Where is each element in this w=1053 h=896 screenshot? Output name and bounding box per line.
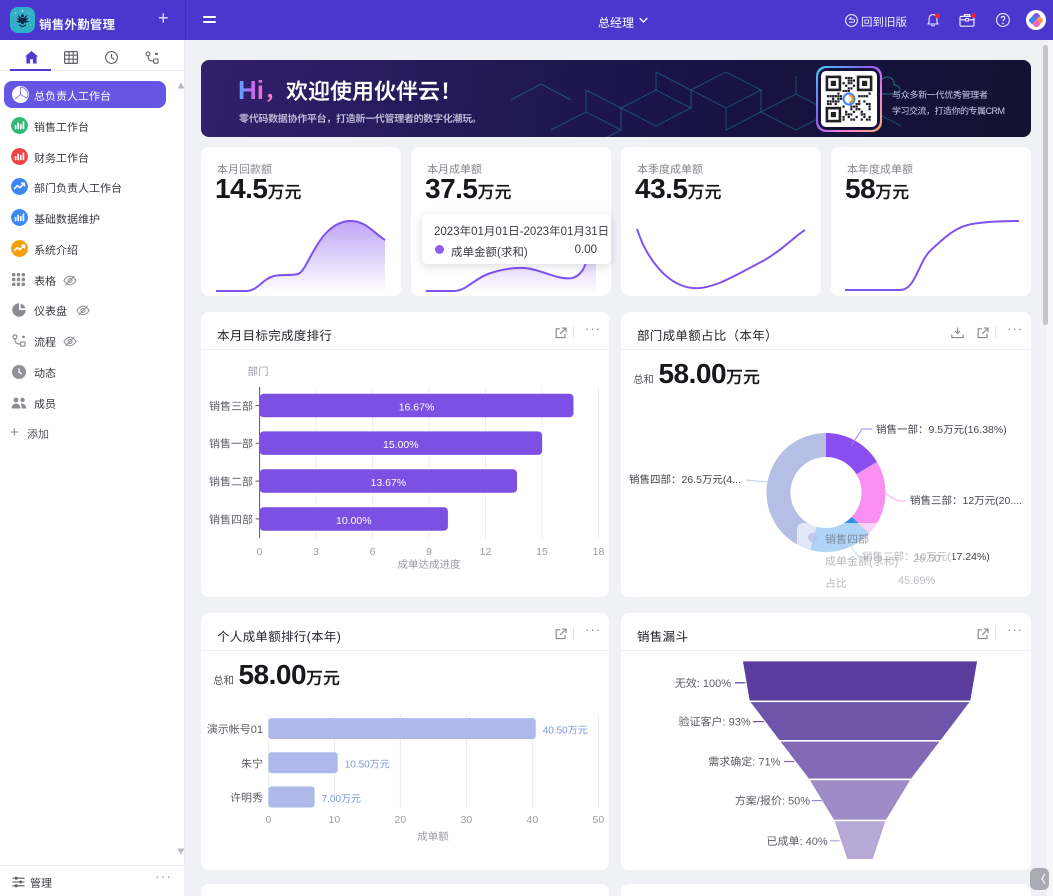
svg-text:销售三部: 销售三部 (209, 400, 253, 413)
svg-text:许明秀: 许明秀 (230, 792, 263, 805)
svg-text:10.00%: 10.00% (336, 515, 372, 527)
svg-text:部门: 部门 (248, 366, 269, 378)
svg-text:15: 15 (536, 546, 548, 558)
svg-text:15.00%: 15.00% (383, 439, 419, 451)
svg-text:50: 50 (593, 814, 605, 826)
svg-text:销售三部：12万元(20....: 销售三部：12万元(20.... (910, 495, 1022, 507)
svg-text:演示帐号01: 演示帐号01 (207, 723, 263, 736)
svg-text:成单达成进度: 成单达成进度 (398, 559, 461, 571)
svg-text:成单额: 成单额 (417, 831, 449, 843)
svg-text:无效: 100%: 无效: 100% (675, 677, 731, 690)
svg-text:销售一部：9.5万元(16.38%): 销售一部：9.5万元(16.38%) (876, 424, 1007, 436)
svg-text:已成单: 40%: 已成单: 40% (767, 835, 828, 848)
svg-text:销售四部：26.5万元(4...: 销售四部：26.5万元(4... (629, 474, 741, 486)
svg-text:需求确定: 71%: 需求确定: 71% (708, 756, 780, 769)
svg-text:方案/报价: 50%: 方案/报价: 50% (735, 795, 810, 808)
svg-text:10.50万元: 10.50万元 (345, 760, 390, 771)
svg-text:30: 30 (461, 814, 473, 826)
svg-text:3: 3 (313, 546, 319, 558)
svg-text:9: 9 (426, 546, 432, 558)
svg-text:40.50万元: 40.50万元 (543, 726, 588, 737)
svg-text:18: 18 (593, 546, 605, 558)
svg-text:朱宁: 朱宁 (241, 757, 263, 770)
svg-text:销售四部: 销售四部 (209, 513, 253, 526)
svg-text:7.00万元: 7.00万元 (322, 794, 361, 805)
svg-text:6: 6 (370, 546, 376, 558)
svg-text:0: 0 (265, 814, 271, 826)
svg-text:销售二部: 销售二部 (209, 476, 253, 489)
svg-text:20: 20 (395, 814, 407, 826)
svg-text:验证客户: 93%: 验证客户: 93% (679, 716, 751, 729)
svg-text:40: 40 (527, 814, 539, 826)
svg-text:销售一部: 销售一部 (209, 438, 253, 451)
svg-text:12: 12 (480, 546, 492, 558)
svg-text:16.67%: 16.67% (399, 401, 435, 413)
svg-text:13.67%: 13.67% (370, 477, 406, 489)
svg-text:10: 10 (329, 814, 341, 826)
svg-text:0: 0 (257, 546, 263, 558)
